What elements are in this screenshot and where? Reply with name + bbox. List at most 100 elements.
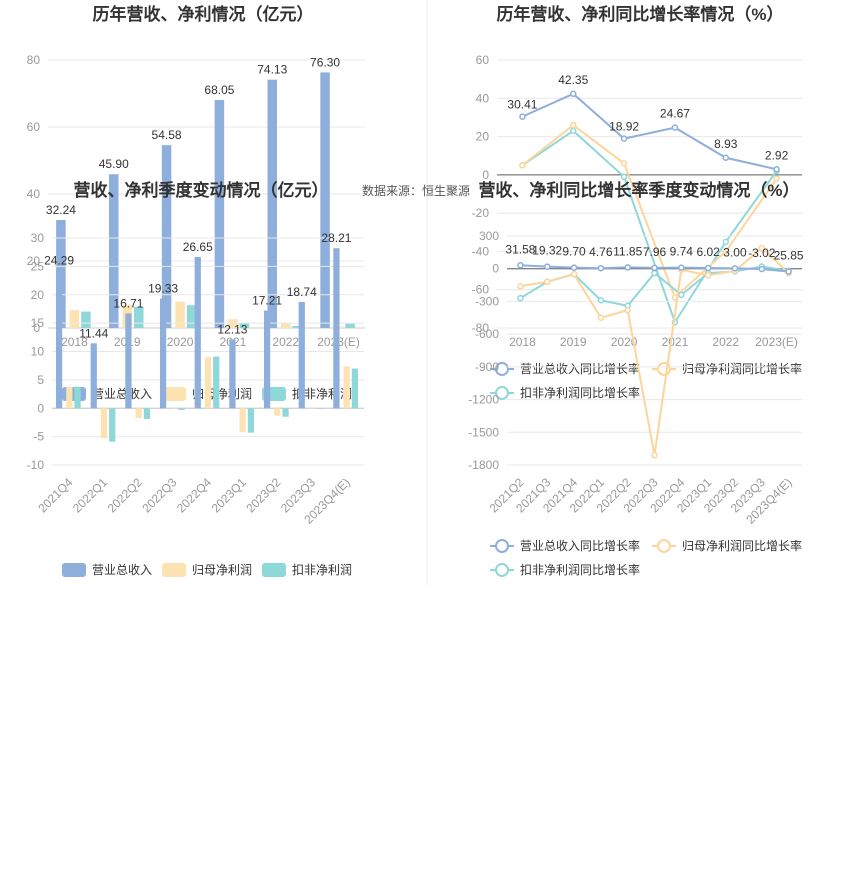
y-tick-label: 25 [31, 259, 45, 273]
bar-value-label: 68.05 [204, 83, 234, 97]
bar-profit [280, 322, 291, 328]
bar-profit [170, 408, 177, 409]
x-tick-label: 2022Q4 [174, 475, 214, 515]
y-tick-label: 10 [31, 345, 45, 359]
chart-title-annual-line: 历年营收、净利同比增长率情况（%） [496, 4, 783, 24]
line-value-label: -3.02 [748, 246, 776, 260]
series-point [722, 238, 729, 246]
y-tick-label: -20 [472, 206, 490, 220]
y-tick-label: -60 [472, 283, 490, 297]
bar-value-label: 45.90 [99, 157, 129, 171]
legend-label-profit_rate: 归母净利润同比增长率 [682, 538, 802, 553]
y-tick-label: 300 [479, 229, 499, 243]
bar-value-label: 16.71 [113, 296, 143, 310]
series-point [543, 278, 551, 286]
series-point [517, 282, 524, 290]
series-point [543, 263, 551, 270]
line-value-label: 25.85 [774, 249, 804, 263]
legend-label-revenue: 营业总收入 [92, 563, 152, 577]
y-tick-label: -600 [475, 327, 499, 341]
series-point [570, 270, 578, 278]
quarterly-growth-rate-chart: -1800 -1500 -1200 -900 -600 -300 0 300 31.5819.3… [468, 229, 804, 577]
series-point [773, 166, 780, 173]
bar-value-label: 74.13 [257, 63, 287, 77]
y-tick-label: 15 [31, 316, 45, 330]
y-tick-label: -1500 [468, 425, 499, 439]
y-tick-label: 5 [37, 373, 44, 387]
legend-swatch-revenue [62, 387, 86, 401]
y-tick-label: 20 [27, 254, 41, 268]
bar-revenue [320, 72, 330, 329]
bar-revenue [229, 339, 236, 409]
chart-title-annual-bar: 历年营收、净利情况（亿元） [93, 4, 314, 24]
line-value-label: 3.00 [723, 245, 747, 259]
bar-revenue [108, 174, 119, 328]
bar-deducted [74, 386, 81, 409]
bar-value-label: 11.44 [79, 326, 108, 340]
series-point [773, 175, 780, 182]
series-point [519, 162, 526, 169]
line-value-label: 9.70 [562, 245, 586, 259]
bar-revenue [298, 301, 305, 409]
y-tick-label: 20 [476, 130, 490, 144]
series-point [597, 314, 605, 322]
bar-value-label: 26.65 [183, 240, 213, 254]
series-point [624, 306, 631, 314]
line-value-label: 4.76 [589, 245, 613, 259]
bar-revenue [90, 343, 97, 409]
line-value-label: 7.96 [643, 245, 667, 259]
series-line-deducted-rate [521, 129, 778, 325]
line-value-label: 19.32 [532, 244, 562, 258]
bar-value-label: 54.58 [152, 128, 182, 142]
series-point [517, 294, 524, 302]
series-point [620, 160, 628, 167]
y-tick-label: -80 [472, 321, 490, 335]
bar-deducted [247, 408, 255, 433]
series-point [651, 264, 658, 272]
series-point [517, 262, 524, 269]
y-tick-label: 40 [27, 187, 41, 201]
legend-label-deducted_rate: 扣非净利润同比增长率 [520, 385, 640, 400]
x-tick-label: 2018 [509, 335, 536, 349]
series-point [722, 248, 729, 255]
y-tick-label: 0 [492, 262, 499, 276]
x-tick-label: 2022 [712, 335, 739, 349]
series-point [624, 264, 631, 271]
x-tick-label: 2021Q4 [35, 475, 75, 515]
bar-profit [228, 319, 238, 328]
legend-swatch-deducted [262, 563, 286, 577]
bar-deducted [178, 408, 185, 410]
x-tick-label: 2023Q2 [243, 475, 283, 515]
x-tick-label: 2020 [611, 335, 638, 349]
y-tick-label: -900 [475, 360, 499, 374]
y-tick-label: -10 [27, 458, 45, 472]
annual-growth-rate-chart: -80 -60 -40 -20 0 20 40 60 30.41 42.35 18.92 24.67 8… [472, 53, 802, 400]
bar-profit [100, 408, 108, 439]
bar-profit [175, 301, 185, 328]
series-point [704, 264, 712, 272]
legend-marker-deducted_rate [495, 386, 509, 400]
legend-swatch-revenue [62, 563, 86, 577]
series-point [731, 265, 739, 272]
series-point [620, 135, 628, 142]
y-tick-label: 20 [31, 288, 45, 302]
x-tick-label: 2018 [61, 335, 88, 349]
series-point [597, 297, 605, 304]
bar-value-label: 12.13 [217, 322, 247, 336]
series-point [678, 291, 685, 299]
y-tick-label: 0 [33, 321, 40, 335]
legend-marker-deducted_rate [495, 563, 509, 577]
bar-deducted [351, 368, 359, 409]
series-point [704, 272, 712, 279]
bar-value-label: 19.33 [148, 282, 178, 296]
bar-revenue [333, 248, 340, 409]
series-point [758, 244, 766, 252]
bar-profit [239, 408, 246, 433]
bar-revenue [159, 298, 167, 409]
line-value-label: 8.93 [714, 137, 738, 151]
series-line-profit-rate [520, 246, 790, 456]
bar-deducted [81, 311, 91, 328]
legend-marker-revenue_rate [495, 539, 509, 553]
legend-label-profit: 归母净利润 [192, 563, 252, 577]
bar-revenue [214, 100, 225, 328]
